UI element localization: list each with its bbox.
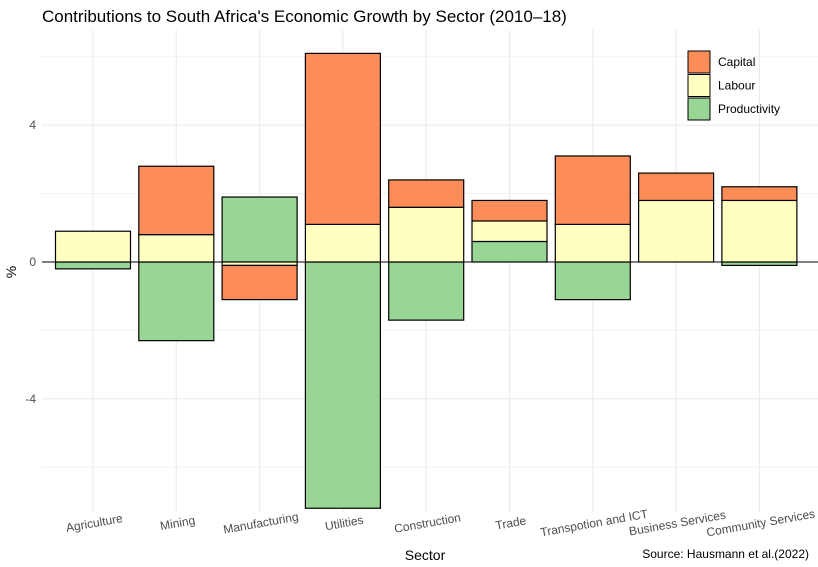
bar-capital [721,186,798,202]
bar-productivity [471,240,548,263]
bar-productivity [388,261,465,321]
chart-title: Contributions to South Africa's Economic… [42,7,567,26]
legend-key-capital [687,50,711,74]
y-tick-label: 4 [29,118,36,132]
bar-labour [138,234,215,263]
x-tick-label: Trade [494,513,527,532]
legend-key-labour [687,74,711,97]
bar-capital [138,165,215,236]
x-tick-label: Mining [159,513,196,533]
bar-productivity [54,261,132,270]
x-tick-label: Manufacturing [222,510,299,537]
bar-capital [388,179,465,208]
y-tick-label: 0 [29,255,36,269]
bar-productivity [554,261,631,301]
x-tick-label: Construction [393,510,462,535]
legend-key-productivity [687,97,711,121]
bar-capital [304,52,381,225]
bar-capital [637,172,715,202]
x-tick-label: Utilities [324,513,365,534]
legend-label: Capital [718,55,755,69]
bar-capital [554,155,631,225]
legend-label: Productivity [718,102,780,116]
y-axis-label: % [3,266,19,278]
bar-labour [388,206,465,263]
bar-productivity [138,261,215,342]
y-tick-label: -4 [25,392,36,406]
bar-labour [471,220,548,243]
bar-productivity [221,196,298,263]
bar-capital [221,264,298,301]
source-caption: Source: Hausmann et al.(2022) [642,547,809,561]
bar-labour [637,199,715,263]
x-axis-label: Sector [405,547,446,563]
bar-labour [304,223,381,263]
bar-labour [721,199,798,263]
bar-labour [554,223,631,263]
bar-productivity [304,261,381,509]
bar-labour [54,230,132,263]
legend-label: Labour [718,79,755,93]
x-tick-label: Agriculture [65,511,124,535]
bar-capital [471,199,548,222]
